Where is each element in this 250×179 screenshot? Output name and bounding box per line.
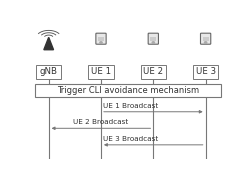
Circle shape [204, 42, 207, 43]
Bar [98, 37, 104, 41]
Bar [36, 65, 61, 79]
Text: gNB: gNB [40, 67, 58, 76]
FancyBboxPatch shape [200, 33, 211, 44]
Bar [141, 65, 166, 79]
Bar [88, 65, 114, 79]
FancyBboxPatch shape [148, 33, 158, 44]
Bar [150, 37, 156, 41]
Bar [193, 65, 218, 79]
Text: UE 2 Broadcast: UE 2 Broadcast [74, 119, 128, 125]
Polygon shape [44, 37, 54, 50]
Text: UE 3 Broadcast: UE 3 Broadcast [103, 136, 158, 142]
Text: UE 3: UE 3 [196, 67, 216, 76]
Bar [35, 83, 221, 97]
Text: UE 1 Broadcast: UE 1 Broadcast [103, 103, 158, 109]
Bar [202, 37, 209, 41]
Text: UE 1: UE 1 [91, 67, 111, 76]
Text: Trigger CLI avoidance mechanism: Trigger CLI avoidance mechanism [57, 86, 199, 95]
Circle shape [100, 42, 102, 43]
Text: UE 2: UE 2 [143, 67, 164, 76]
FancyBboxPatch shape [96, 33, 106, 44]
Circle shape [152, 42, 154, 43]
